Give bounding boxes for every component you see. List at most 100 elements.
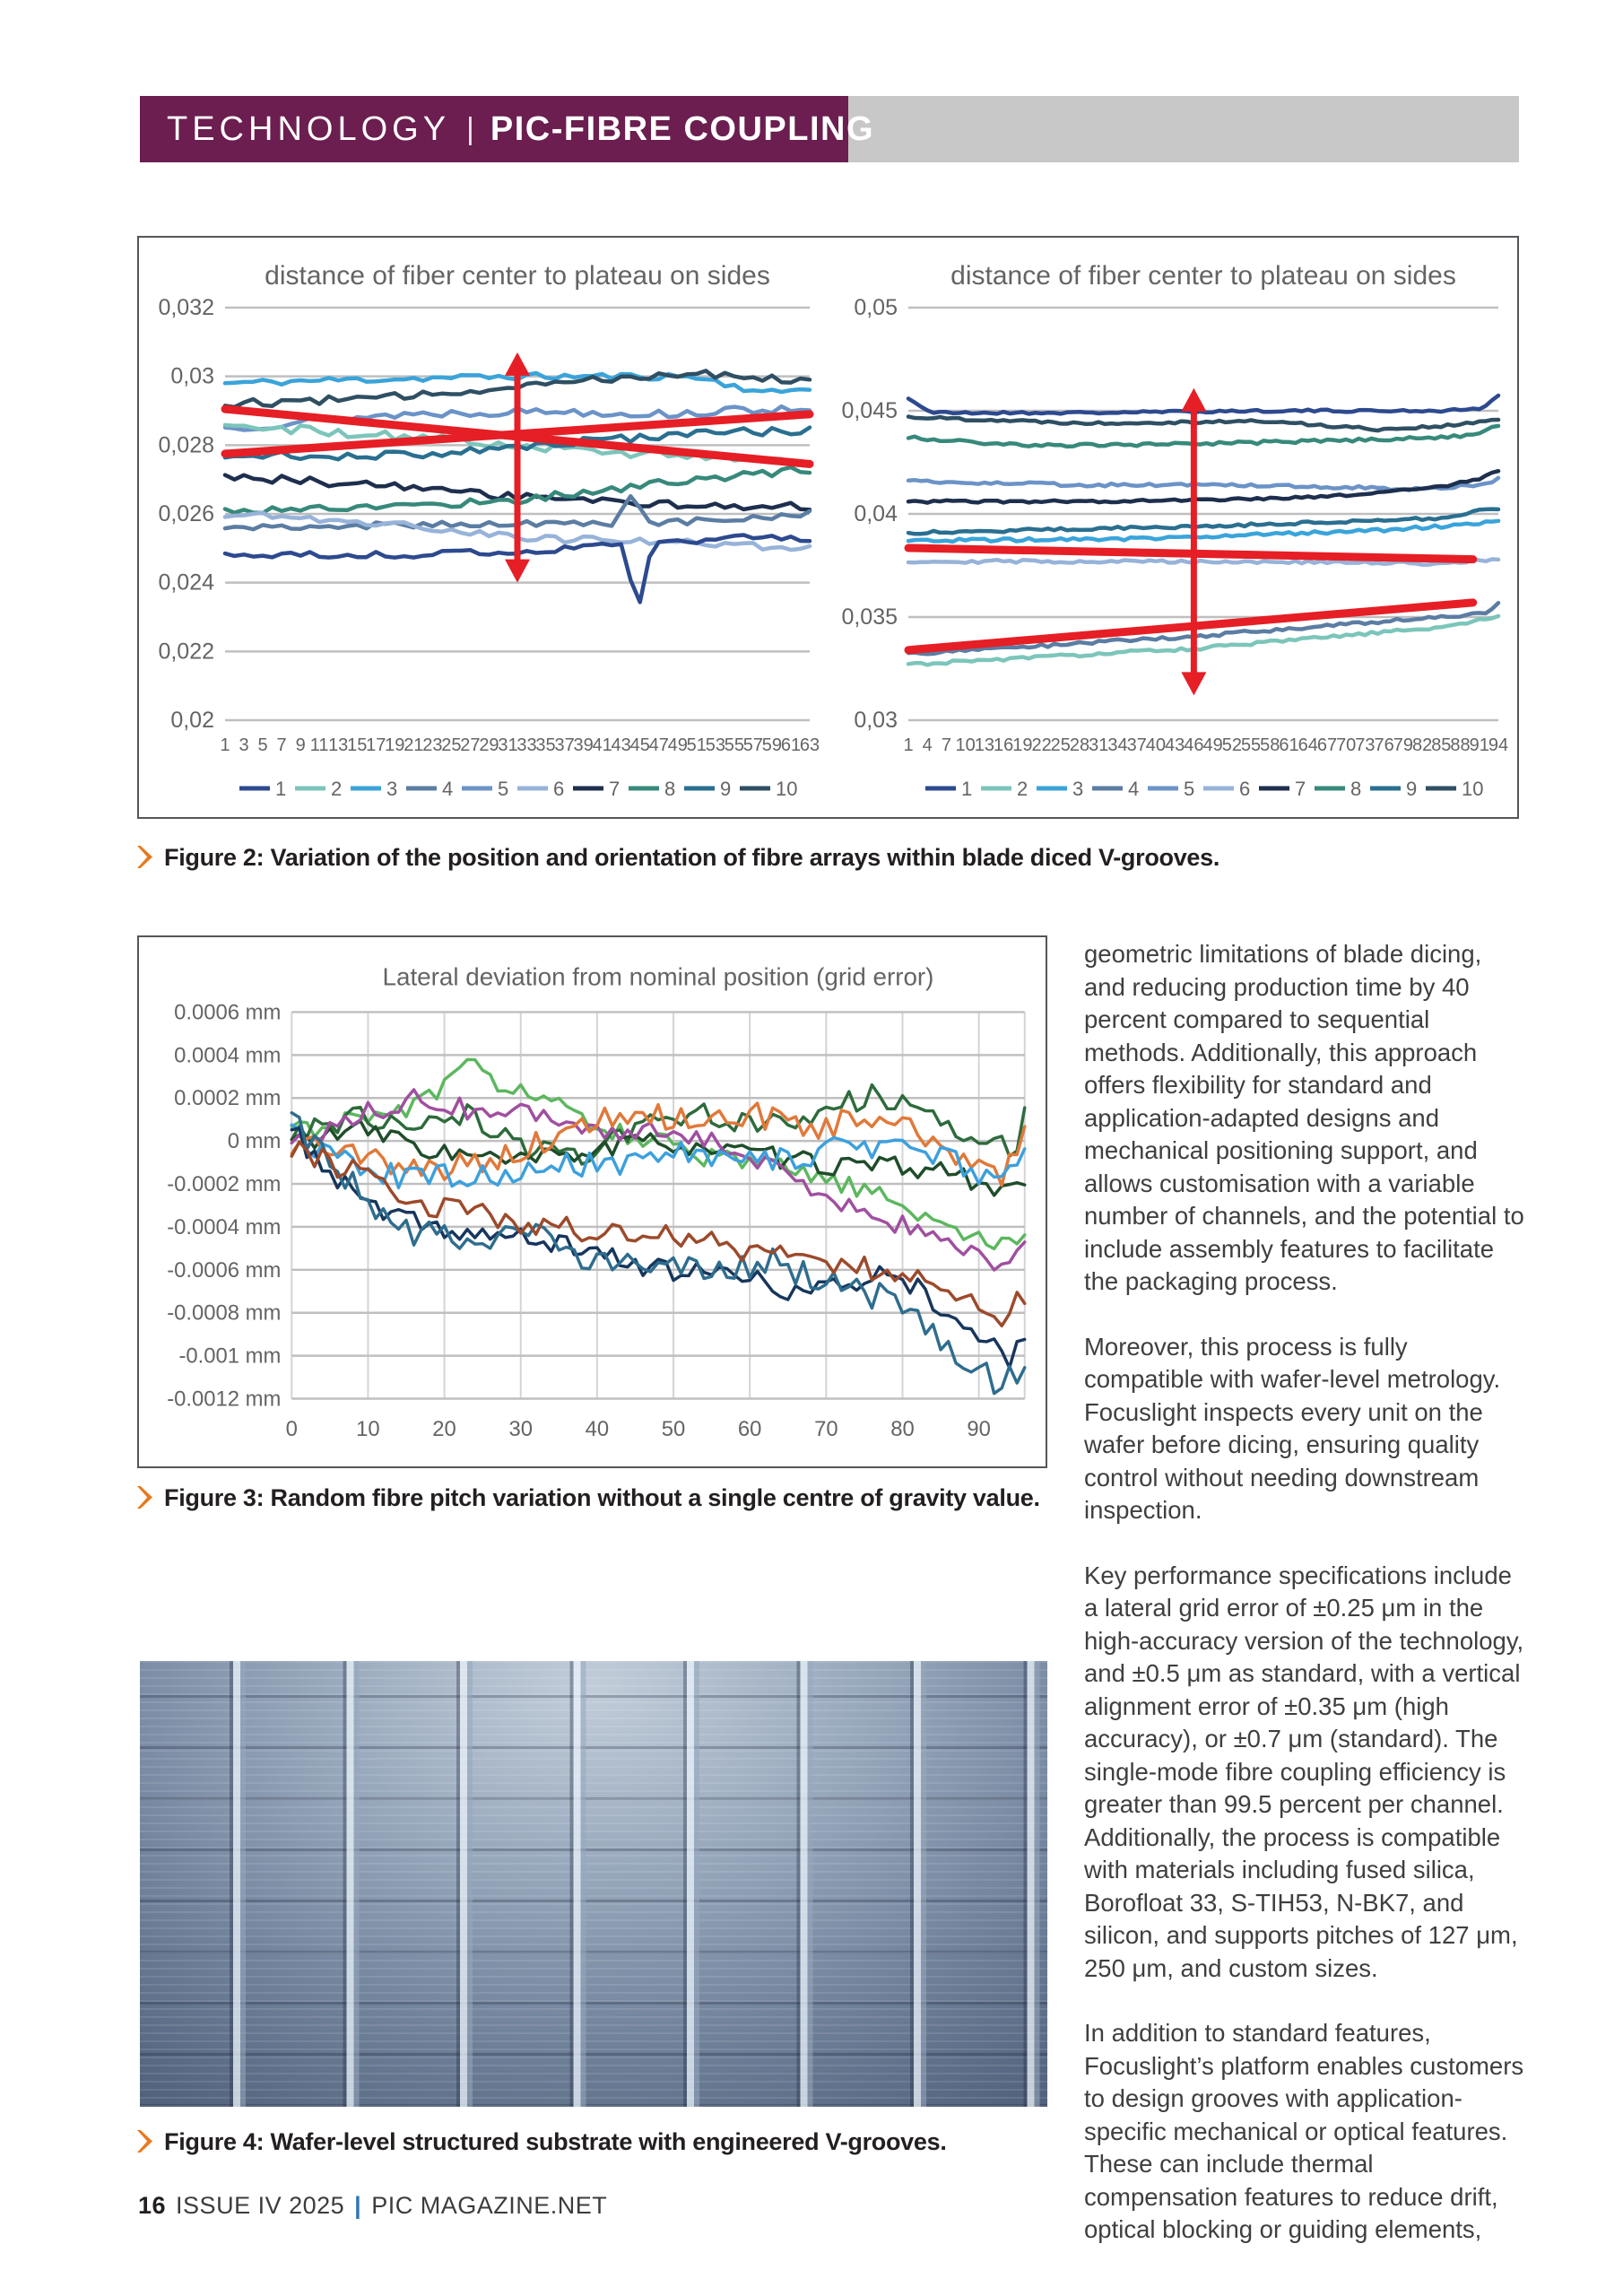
svg-text:63: 63 — [800, 735, 819, 755]
svg-text:0.0006 mm: 0.0006 mm — [174, 1000, 281, 1024]
svg-text:20: 20 — [432, 1417, 456, 1441]
svg-text:10: 10 — [776, 778, 797, 800]
svg-text:0,03: 0,03 — [854, 708, 898, 733]
caption-arrow-icon — [137, 2130, 152, 2152]
svg-text:31: 31 — [1089, 735, 1108, 755]
svg-text:82: 82 — [1412, 735, 1432, 755]
article-paragraph: Moreover, this process is fully compatib… — [1084, 1332, 1501, 1525]
issue-label: ISSUE IV 2025 — [176, 2192, 345, 2219]
header-separator: | — [466, 111, 474, 146]
svg-text:1: 1 — [220, 735, 230, 755]
svg-text:59: 59 — [762, 735, 782, 755]
svg-text:40: 40 — [586, 1417, 610, 1441]
svg-text:85: 85 — [1431, 735, 1451, 755]
svg-text:67: 67 — [1317, 735, 1337, 755]
svg-text:21: 21 — [404, 735, 423, 755]
svg-text:19: 19 — [1012, 735, 1032, 755]
caption-arrow-icon — [137, 1486, 152, 1509]
figure4-caption: Figure 4: Wafer-level structured substra… — [137, 2128, 947, 2156]
svg-text:40: 40 — [1146, 735, 1166, 755]
svg-text:6: 6 — [1239, 778, 1250, 800]
svg-text:41: 41 — [593, 735, 612, 755]
svg-text:55: 55 — [725, 735, 744, 755]
svg-text:79: 79 — [1393, 735, 1413, 755]
svg-text:22: 22 — [1031, 735, 1051, 755]
figure3-caption-text: Figure 3: Random fibre pitch variation w… — [164, 1484, 1040, 1511]
svg-text:7: 7 — [1295, 778, 1306, 800]
svg-text:45: 45 — [630, 735, 650, 755]
page-footer: 16 ISSUE IV 2025 | PIC MAGAZINE.NET — [138, 2192, 607, 2220]
svg-text:-0.0012 mm: -0.0012 mm — [167, 1387, 281, 1411]
svg-text:49: 49 — [1202, 735, 1222, 755]
svg-text:49: 49 — [668, 735, 688, 755]
svg-text:9: 9 — [296, 735, 306, 755]
svg-text:9: 9 — [1406, 778, 1417, 800]
wafer-photo — [140, 1661, 1047, 2107]
svg-text:76: 76 — [1375, 735, 1394, 755]
header-band: TECHNOLOGY | PIC-FIBRE COUPLING — [140, 96, 1519, 162]
svg-text:0,04: 0,04 — [854, 501, 898, 526]
article-paragraph: In addition to standard features, Focusl… — [1084, 2019, 1524, 2243]
svg-text:5: 5 — [498, 778, 508, 800]
svg-text:0,022: 0,022 — [158, 639, 214, 664]
svg-text:Lateral deviation from nominal: Lateral deviation from nominal position … — [383, 963, 934, 991]
svg-text:0,026: 0,026 — [158, 501, 214, 526]
svg-text:2: 2 — [1017, 778, 1028, 800]
svg-text:0.0002 mm: 0.0002 mm — [174, 1086, 281, 1110]
svg-text:17: 17 — [366, 735, 386, 755]
svg-text:30: 30 — [508, 1417, 533, 1441]
svg-text:16: 16 — [994, 735, 1013, 755]
svg-text:73: 73 — [1355, 735, 1375, 755]
svg-text:29: 29 — [479, 735, 499, 755]
svg-text:37: 37 — [554, 735, 574, 755]
svg-text:39: 39 — [573, 735, 593, 755]
svg-text:31: 31 — [498, 735, 517, 755]
figure2-panel: distance of fiber center to plateau on s… — [137, 236, 1519, 819]
svg-text:60: 60 — [738, 1417, 762, 1441]
article-column: geometric limitations of blade dicing, a… — [1084, 938, 1527, 2279]
svg-text:34: 34 — [1107, 735, 1127, 755]
svg-text:43: 43 — [1165, 735, 1185, 755]
svg-text:distance of fiber center to pl: distance of fiber center to plateau on s… — [950, 261, 1456, 291]
svg-text:0: 0 — [286, 1417, 298, 1441]
header-topic-title: PIC-FIBRE COUPLING — [490, 109, 875, 148]
svg-text:0,032: 0,032 — [158, 295, 214, 320]
svg-text:10: 10 — [956, 735, 976, 755]
svg-text:37: 37 — [1127, 735, 1147, 755]
svg-text:0,035: 0,035 — [841, 604, 898, 630]
svg-text:4: 4 — [1128, 778, 1139, 800]
svg-text:5: 5 — [1184, 778, 1194, 800]
svg-text:distance of fiber center to pl: distance of fiber center to plateau on s… — [265, 261, 770, 291]
svg-text:47: 47 — [649, 735, 669, 755]
svg-text:27: 27 — [460, 735, 480, 755]
svg-text:52: 52 — [1222, 735, 1242, 755]
svg-text:64: 64 — [1298, 735, 1318, 755]
svg-text:6: 6 — [553, 778, 564, 800]
svg-text:0,045: 0,045 — [841, 398, 898, 423]
svg-text:-0.001 mm: -0.001 mm — [178, 1344, 281, 1369]
svg-text:-0.0008 mm: -0.0008 mm — [167, 1301, 281, 1326]
svg-text:46: 46 — [1184, 735, 1203, 755]
svg-text:50: 50 — [662, 1417, 686, 1441]
svg-text:23: 23 — [422, 735, 442, 755]
svg-text:7: 7 — [277, 735, 287, 755]
svg-text:4: 4 — [923, 735, 933, 755]
svg-text:10: 10 — [1462, 778, 1483, 800]
figure3-panel: Lateral deviation from nominal position … — [137, 935, 1047, 1468]
svg-text:43: 43 — [612, 735, 631, 755]
svg-text:88: 88 — [1450, 735, 1470, 755]
figure2-caption-text: Figure 2: Variation of the position and … — [164, 844, 1220, 871]
svg-text:13: 13 — [975, 735, 994, 755]
fig2-right-chart: distance of fiber center to plateau on s… — [841, 261, 1508, 800]
svg-text:0,05: 0,05 — [854, 295, 898, 320]
svg-text:80: 80 — [890, 1417, 915, 1441]
svg-text:25: 25 — [1051, 735, 1071, 755]
svg-text:5: 5 — [258, 735, 268, 755]
svg-text:55: 55 — [1241, 735, 1261, 755]
svg-text:0,03: 0,03 — [170, 364, 214, 389]
fig3-chart: Lateral deviation from nominal position … — [167, 963, 1027, 1441]
svg-text:19: 19 — [385, 735, 404, 755]
svg-text:11: 11 — [310, 735, 329, 755]
svg-text:8: 8 — [664, 778, 675, 800]
